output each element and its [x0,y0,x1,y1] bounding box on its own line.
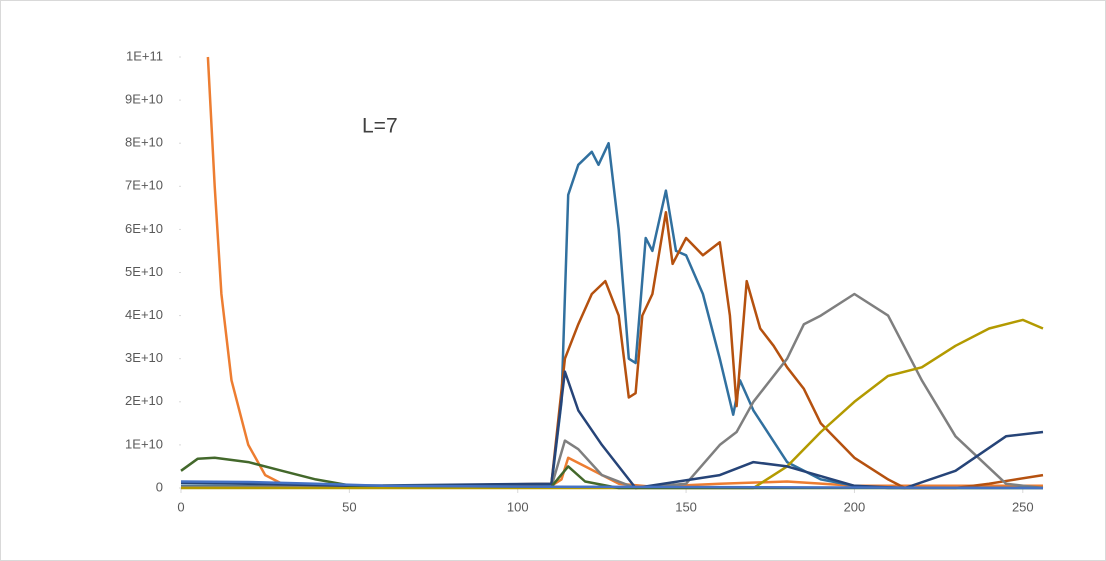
annotation: L=7 [362,115,398,138]
y-tick-label: 4E+10 [125,307,163,322]
y-tick-label: 0 [156,479,163,494]
series-line [180,480,1044,490]
series-line [181,210,1044,490]
x-tick-label: 50 [342,499,356,514]
y-tick-label: 8E+10 [125,135,163,150]
y-tick-label: 3E+10 [125,350,163,365]
x-tick-label: 0 [177,499,184,514]
y-tick-label: 2E+10 [125,393,163,408]
x-tick-label: 150 [675,499,697,514]
y-tick-label: 6E+10 [125,221,163,236]
series-line [181,318,1044,490]
y-tick-label: 1E+11 [126,48,163,63]
series-line [180,370,1044,490]
x-tick-label: 100 [507,499,529,514]
x-tick-label: 200 [844,499,866,514]
x-tick-label: 250 [1012,499,1034,514]
y-tick-label: 9E+10 [125,92,163,107]
y-tick-label: 5E+10 [125,264,163,279]
y-tick-label: 7E+10 [125,178,163,193]
series-line [180,141,1043,490]
series-line [181,292,1044,490]
y-tick-label: 1E+10 [125,436,163,451]
